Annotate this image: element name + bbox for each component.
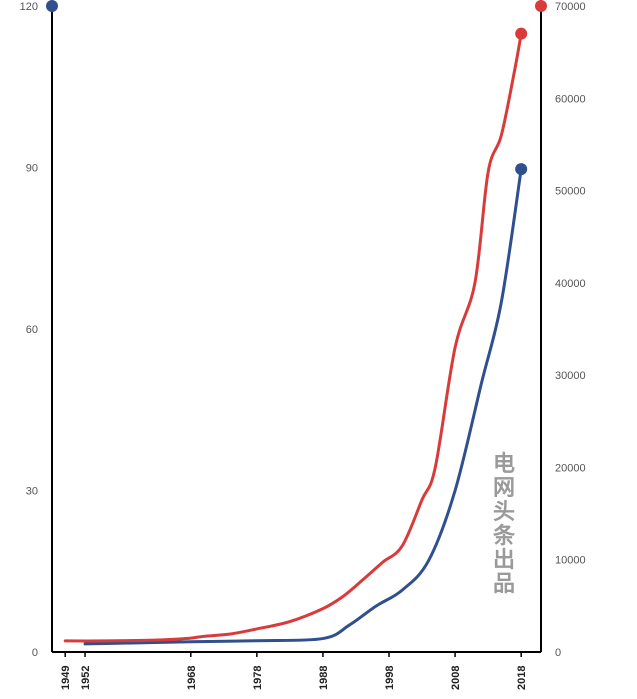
left-tick-label: 0	[32, 647, 38, 659]
right-tick-label: 70000	[555, 1, 586, 13]
left-tick-label: 90	[26, 163, 38, 175]
series-end-marker-2	[515, 27, 528, 40]
right-tick-label: 60000	[555, 93, 586, 105]
x-tick-label: 1952	[80, 666, 92, 690]
right-tick-label: 0	[555, 647, 561, 659]
x-tick-labels: 1949 1952 1968 1978 1988 1998 2008 2018	[60, 652, 528, 690]
x-tick-label: 1949	[60, 666, 72, 690]
left-tick-label: 30	[26, 486, 38, 498]
series-line-2	[63, 32, 523, 643]
series-end-marker-1	[515, 163, 528, 176]
series-line-1	[83, 167, 523, 646]
x-tick-label: 1978	[252, 666, 264, 690]
series-layer	[63, 32, 523, 646]
left-axis-top-marker	[46, 0, 58, 12]
left-tick-labels: 0 30 60 90 120	[20, 1, 38, 659]
x-tick-label: 1988	[318, 666, 330, 690]
right-tick-label: 20000	[555, 462, 586, 474]
right-tick-label: 40000	[555, 278, 586, 290]
right-tick-labels: 0 10000 20000 30000 40000 50000 60000 70000	[555, 1, 586, 659]
left-tick-label: 120	[20, 1, 38, 13]
marker-layer	[46, 0, 547, 176]
x-tick-label: 1968	[186, 666, 198, 690]
x-tick-label: 2008	[450, 666, 462, 690]
right-tick-label: 50000	[555, 186, 586, 198]
right-axis-top-marker	[535, 0, 547, 12]
x-tick-label: 2018	[516, 666, 528, 690]
right-tick-label: 30000	[555, 370, 586, 382]
right-tick-label: 10000	[555, 555, 586, 567]
watermark-text: 电网头条出品	[492, 451, 515, 597]
left-tick-label: 60	[26, 324, 38, 336]
x-tick-label: 1998	[384, 666, 396, 690]
